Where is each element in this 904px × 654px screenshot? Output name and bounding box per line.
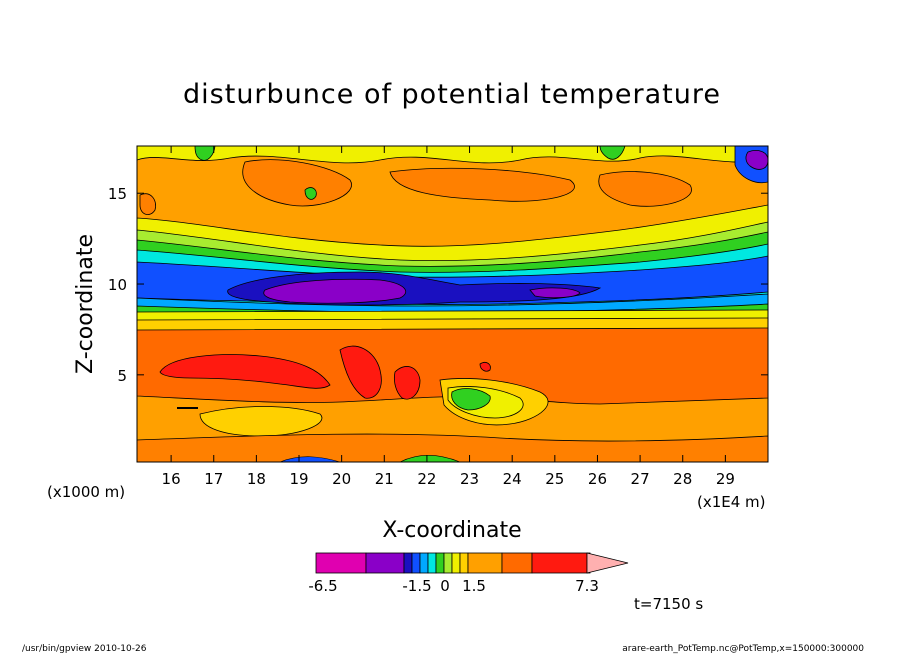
upper-orange-blob-1 — [242, 159, 352, 207]
colorbar-segment — [451, 552, 461, 574]
x-tick-label: 19 — [289, 470, 308, 488]
colorbar-tick-label: -1.5 — [402, 577, 431, 595]
x-tick-label: 24 — [503, 470, 522, 488]
red-plume-left — [159, 354, 331, 389]
colorbar-extend-arrow — [586, 552, 629, 574]
colorbar-segment — [467, 552, 503, 574]
colorbar-ticks: -6.5 -1.5 0 1.5 7.3 — [308, 577, 599, 595]
colorbar-tick-label: 7.3 — [575, 577, 599, 595]
colorbar-segment — [315, 552, 367, 574]
colorbar — [315, 552, 629, 574]
x-tick-label: 16 — [162, 470, 181, 488]
x-tick-label: 27 — [631, 470, 650, 488]
x-axis: 16 17 18 19 20 21 22 23 24 25 26 27 28 29 — [162, 146, 735, 488]
green-spot-top-2 — [599, 146, 626, 160]
x-tick-label: 25 — [545, 470, 564, 488]
purple-core-right — [529, 287, 581, 299]
lower-orange-bottom — [137, 433, 768, 462]
x-tick-label: 20 — [332, 470, 351, 488]
colorbar-segment — [459, 552, 469, 574]
coldest-purple-core — [263, 278, 406, 304]
colorbar-segment — [427, 552, 437, 574]
y-tick-label: 10 — [108, 276, 127, 294]
x-tick-label: 29 — [716, 470, 735, 488]
chart-title: disturbunce of potential temperature — [183, 79, 721, 110]
colorbar-segment — [443, 552, 453, 574]
x-tick-label: 21 — [375, 470, 394, 488]
colorbar-tick-label: 0 — [440, 577, 450, 595]
x-tick-label: 26 — [588, 470, 607, 488]
colorbar-segment — [419, 552, 429, 574]
x-tick-label: 22 — [417, 470, 436, 488]
y-tick-label: 5 — [117, 367, 127, 385]
red-plume-right — [394, 366, 421, 400]
colorbar-segment — [501, 552, 533, 574]
x-axis-label: X-coordinate — [382, 518, 521, 543]
colorbar-tick-label: -6.5 — [308, 577, 337, 595]
cold-spot-topright-core — [745, 150, 768, 170]
plot-area — [137, 146, 768, 462]
lower-yellow-left — [199, 406, 323, 437]
plot-frame — [136, 145, 769, 463]
red-plume-center — [339, 345, 382, 399]
upper-orange-blob-2 — [389, 167, 575, 202]
y-axis: 5 10 15 — [108, 185, 768, 385]
colorbar-segment — [531, 552, 588, 574]
x-tick-label: 28 — [673, 470, 692, 488]
colorbar-segment — [411, 552, 421, 574]
x-tick-label: 17 — [204, 470, 223, 488]
x-unit-left: (x1000 m) — [47, 483, 125, 501]
time-annotation: t=7150 s — [634, 595, 703, 613]
green-spot-top-3 — [304, 187, 317, 200]
upper-orange-blob-3 — [598, 171, 692, 207]
colorbar-tick-label: 1.5 — [462, 577, 486, 595]
y-tick-label: 15 — [108, 185, 127, 203]
colorbar-segment — [403, 552, 413, 574]
colorbar-segment — [365, 552, 405, 574]
x-tick-label: 23 — [460, 470, 479, 488]
red-spot-small — [479, 362, 491, 372]
y-axis-label: Z-coordinate — [73, 234, 98, 374]
x-tick-label: 18 — [247, 470, 266, 488]
footer-left: /usr/bin/gpview 2010-10-26 — [22, 644, 147, 654]
upper-orange-blob-4 — [139, 193, 157, 215]
convective-green-patch — [451, 388, 491, 411]
x-unit-right: (x1E4 m) — [697, 493, 766, 511]
footer-right: arare-earth_PotTemp.nc@PotTemp,x=150000:… — [622, 644, 864, 654]
colorbar-segment — [435, 552, 445, 574]
